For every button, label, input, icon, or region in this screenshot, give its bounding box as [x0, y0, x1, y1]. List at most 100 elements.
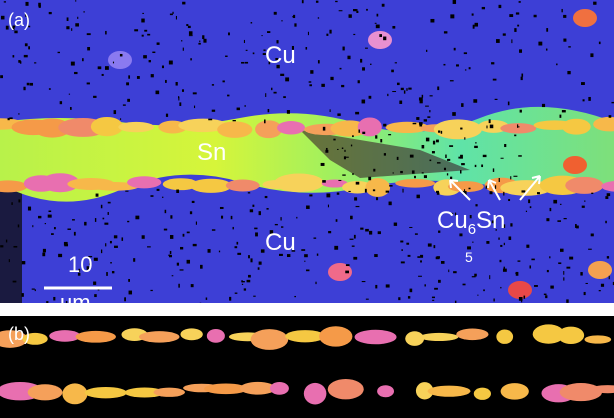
speck — [528, 199, 530, 203]
speck — [310, 70, 313, 74]
speck — [294, 23, 296, 26]
speck — [584, 200, 585, 201]
speck — [322, 180, 326, 183]
speck — [237, 242, 239, 245]
speck — [283, 96, 286, 98]
speck — [212, 110, 215, 112]
speck — [417, 256, 420, 258]
speck — [489, 119, 491, 123]
speck — [342, 174, 345, 175]
speck — [325, 150, 328, 153]
speck — [477, 295, 478, 296]
speck — [420, 100, 423, 103]
speck — [375, 135, 377, 138]
speck — [362, 281, 366, 282]
speck — [110, 262, 112, 263]
speck — [169, 61, 173, 65]
speck — [317, 254, 318, 256]
speck — [546, 218, 549, 221]
speck — [84, 222, 86, 226]
speck — [248, 255, 250, 258]
speck — [314, 237, 317, 238]
speck — [93, 282, 96, 285]
speck — [147, 246, 151, 247]
speck — [105, 66, 109, 70]
speck — [137, 76, 140, 79]
speck — [46, 301, 48, 303]
speck — [450, 80, 454, 81]
speck — [342, 147, 343, 149]
speck — [328, 205, 329, 208]
speck — [151, 74, 154, 77]
speck — [518, 155, 522, 156]
speck — [326, 34, 328, 36]
speck — [386, 284, 390, 287]
speck — [203, 39, 206, 43]
speck — [609, 115, 612, 118]
speck — [71, 62, 75, 66]
speck — [43, 249, 46, 253]
grain — [180, 328, 202, 340]
speck — [280, 74, 284, 76]
speck — [165, 210, 167, 213]
speck — [353, 257, 357, 260]
speck — [374, 254, 378, 257]
speck — [242, 281, 245, 282]
speck — [337, 113, 340, 115]
speck — [500, 245, 502, 247]
speck — [432, 297, 435, 299]
speck — [490, 125, 494, 129]
speck — [219, 251, 220, 253]
speck — [202, 35, 204, 39]
speck — [365, 229, 369, 232]
speck — [252, 205, 254, 207]
speck — [353, 9, 357, 11]
annotation: 5 — [465, 249, 473, 265]
speck — [358, 130, 359, 133]
grain — [501, 383, 529, 400]
speck — [179, 102, 181, 106]
speck — [519, 1, 521, 3]
speck — [206, 297, 207, 299]
speck — [443, 64, 445, 66]
panel-label: (a) — [8, 10, 30, 30]
speck — [315, 282, 316, 284]
speck — [350, 216, 353, 220]
speck — [129, 291, 132, 295]
speck — [426, 50, 427, 52]
speck — [486, 126, 487, 129]
speck — [437, 256, 440, 258]
speck — [605, 221, 607, 223]
speck — [430, 19, 434, 23]
grain — [154, 388, 185, 397]
speck — [48, 215, 52, 218]
speck — [569, 257, 573, 260]
speck — [460, 128, 462, 130]
speck — [58, 254, 62, 257]
speck — [165, 80, 167, 83]
speck — [350, 239, 354, 240]
speck — [460, 170, 461, 173]
speck — [98, 66, 102, 69]
speck — [377, 14, 379, 17]
speck — [343, 47, 345, 51]
grain — [226, 180, 260, 192]
speck — [105, 31, 107, 35]
speck — [280, 217, 281, 220]
speck — [323, 127, 325, 131]
speck — [434, 288, 438, 290]
speck — [400, 241, 403, 243]
speck — [96, 194, 99, 197]
speck — [87, 47, 90, 50]
speck — [496, 39, 500, 43]
speck — [503, 33, 506, 35]
speck — [456, 64, 459, 66]
speck — [509, 236, 512, 239]
speck — [95, 218, 96, 222]
speck — [424, 119, 427, 121]
speck — [60, 101, 62, 104]
speck — [183, 48, 184, 51]
speck — [430, 95, 433, 96]
speck — [199, 41, 200, 43]
speck — [267, 31, 270, 33]
